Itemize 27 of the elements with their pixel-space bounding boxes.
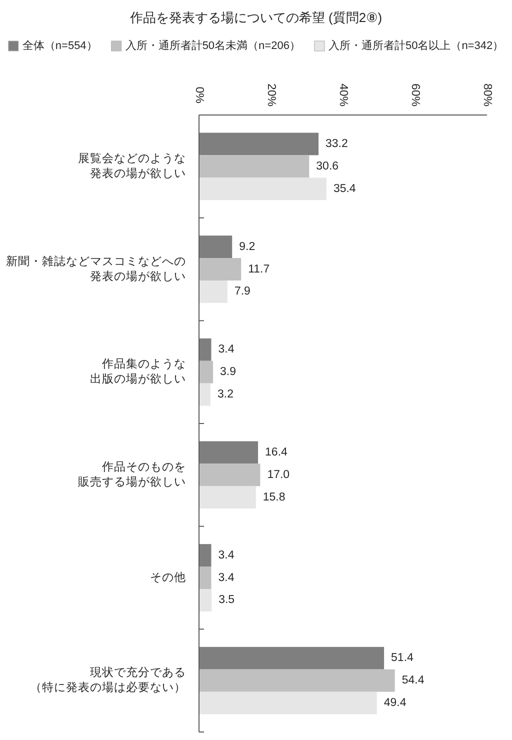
title: 作品を発表する場についての希望 (質問2⑧) — [130, 10, 382, 25]
data-label: 11.7 — [248, 263, 270, 276]
data-label: 51.4 — [391, 652, 414, 664]
x-tick-label: 40% — [337, 83, 349, 107]
legend-label: 入所・通所者計50名以上（n=342） — [328, 40, 504, 52]
data-label: 7.9 — [234, 286, 250, 298]
x-tick-label: 0% — [193, 86, 205, 104]
data-label: 3.4 — [218, 572, 235, 584]
x-tick-label: 20% — [265, 83, 277, 107]
data-label: 54.4 — [402, 674, 425, 687]
data-label: 15.8 — [262, 491, 286, 504]
legend-label: 入所・通所者計50名未満（n=206） — [125, 40, 300, 52]
data-label: 33.2 — [326, 138, 348, 150]
x-tick-label: 80% — [481, 83, 493, 107]
data-label: 30.6 — [316, 160, 339, 172]
data-label: 3.4 — [218, 549, 235, 562]
data-label: 3.9 — [220, 366, 236, 378]
data-label: 16.4 — [265, 446, 288, 458]
data-label: 3.2 — [218, 388, 234, 401]
data-label: 9.2 — [239, 240, 256, 253]
data-label: 3.5 — [218, 594, 235, 606]
data-label: 17.0 — [267, 468, 290, 481]
data-label: 49.4 — [384, 697, 407, 710]
data-label: 3.4 — [218, 344, 235, 356]
legend-label: 全体（n=554） — [22, 40, 98, 52]
x-tick-label: 60% — [409, 83, 421, 107]
data-label: 35.4 — [333, 182, 356, 195]
